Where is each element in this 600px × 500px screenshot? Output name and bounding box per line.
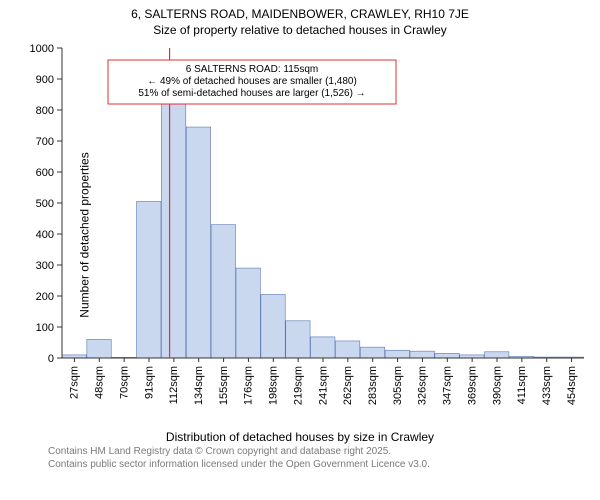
histogram-bar	[87, 339, 111, 358]
histogram-bar	[435, 353, 459, 358]
info-box-line: 6 SALTERNS ROAD: 115sqm	[186, 64, 318, 75]
credits-line2: Contains public sector information licen…	[48, 459, 594, 472]
svg-text:600: 600	[36, 167, 54, 179]
svg-text:411sqm: 411sqm	[516, 366, 528, 404]
svg-text:0: 0	[48, 353, 54, 365]
svg-text:454sqm: 454sqm	[566, 366, 578, 405]
histogram-bar	[211, 225, 235, 358]
svg-text:219sqm: 219sqm	[292, 366, 304, 405]
svg-text:900: 900	[36, 74, 54, 86]
svg-text:70sqm: 70sqm	[118, 366, 130, 399]
histogram-bar	[485, 352, 509, 358]
title-subtitle: Size of property relative to detached ho…	[0, 22, 600, 38]
svg-text:262sqm: 262sqm	[342, 366, 354, 405]
histogram-bar	[161, 104, 185, 358]
svg-text:700: 700	[36, 136, 54, 148]
histogram-bar	[186, 127, 210, 358]
svg-text:500: 500	[36, 198, 54, 210]
svg-text:433sqm: 433sqm	[541, 366, 553, 405]
x-axis-label: Distribution of detached houses by size …	[0, 430, 600, 444]
svg-text:305sqm: 305sqm	[392, 366, 404, 405]
histogram-bar	[137, 201, 161, 358]
svg-text:100: 100	[36, 322, 54, 334]
svg-text:176sqm: 176sqm	[243, 366, 255, 405]
svg-text:91sqm: 91sqm	[143, 366, 155, 399]
svg-text:369sqm: 369sqm	[466, 366, 478, 405]
svg-text:48sqm: 48sqm	[94, 366, 106, 399]
histogram-bar	[236, 268, 260, 358]
svg-text:390sqm: 390sqm	[491, 366, 503, 405]
histogram-bar	[311, 337, 335, 358]
y-axis-label: Number of detached properties	[78, 152, 92, 317]
histogram-bar	[385, 350, 409, 358]
svg-text:800: 800	[36, 105, 54, 117]
chart-title: 6, SALTERNS ROAD, MAIDENBOWER, CRAWLEY, …	[0, 0, 600, 38]
svg-text:347sqm: 347sqm	[442, 366, 454, 405]
svg-text:326sqm: 326sqm	[417, 366, 429, 405]
svg-text:112sqm: 112sqm	[168, 366, 180, 404]
credits-line1: Contains HM Land Registry data © Crown c…	[48, 446, 594, 459]
svg-text:241sqm: 241sqm	[317, 366, 329, 405]
svg-text:1000: 1000	[30, 43, 54, 55]
histogram-bar	[360, 347, 384, 358]
histogram-bar	[410, 351, 434, 358]
svg-text:283sqm: 283sqm	[367, 366, 379, 405]
info-box-line: 51% of semi-detached houses are larger (…	[138, 88, 365, 99]
histogram-bar	[286, 321, 310, 358]
info-box-line: ← 49% of detached houses are smaller (1,…	[147, 76, 357, 87]
svg-text:27sqm: 27sqm	[69, 366, 81, 399]
histogram-bar	[261, 294, 285, 358]
svg-text:134sqm: 134sqm	[193, 366, 205, 405]
chart-area: Number of detached properties 0 100 200 300…	[0, 40, 600, 430]
svg-text:400: 400	[36, 229, 54, 241]
histogram-bar	[335, 341, 359, 358]
svg-text:155sqm: 155sqm	[218, 366, 230, 405]
svg-text:200: 200	[36, 291, 54, 303]
svg-text:198sqm: 198sqm	[268, 366, 280, 405]
svg-text:300: 300	[36, 260, 54, 272]
credits: Contains HM Land Registry data © Crown c…	[0, 444, 600, 471]
title-address: 6, SALTERNS ROAD, MAIDENBOWER, CRAWLEY, …	[0, 6, 600, 22]
